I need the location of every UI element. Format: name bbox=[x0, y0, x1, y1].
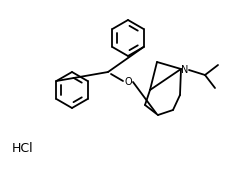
Text: HCl: HCl bbox=[12, 141, 34, 155]
Text: O: O bbox=[124, 77, 132, 87]
Text: N: N bbox=[181, 65, 189, 75]
